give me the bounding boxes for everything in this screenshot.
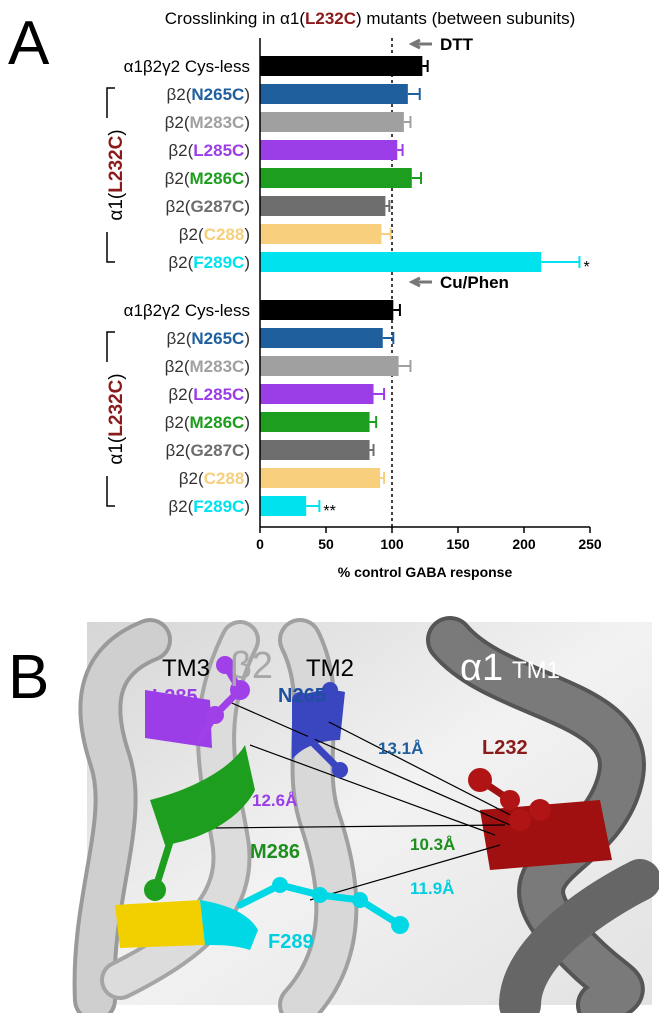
category-label: β2(F289C) (168, 253, 250, 272)
category-label: β2(M283C) (165, 113, 250, 132)
category-label: α1β2γ2 Cys-less (124, 301, 250, 320)
label: α1 (460, 647, 503, 689)
category-label: β2(G287C) (166, 441, 250, 460)
chart-title: Crosslinking in α1(L232C) mutants (betwe… (165, 9, 575, 28)
bar (260, 384, 374, 404)
bar (260, 196, 386, 216)
arrow (408, 38, 432, 50)
category-label: β2(M286C) (165, 413, 250, 432)
label: L285 (152, 686, 198, 708)
side-label: α1(L232C) (106, 373, 127, 464)
bracket (106, 232, 115, 263)
structure-image (72, 616, 659, 1018)
bar (260, 300, 394, 320)
distance: 13.1Å (378, 739, 423, 758)
side-label: α1(L232C) (106, 129, 127, 220)
x-tick-label: 0 (256, 536, 264, 552)
distance: 10.3Å (410, 835, 455, 854)
distance: 11.9Å (410, 879, 454, 898)
category-label: β2(L285C) (168, 141, 250, 160)
condition-label: DTT (440, 35, 474, 54)
bar (260, 328, 383, 348)
bracket (106, 87, 115, 118)
category-label: β2(N265C) (167, 329, 251, 348)
bracket (106, 331, 115, 362)
x-tick-label: 200 (512, 536, 536, 552)
label: TM1 (512, 657, 560, 684)
category-label: β2(N265C) (167, 85, 251, 104)
label: L232 (482, 737, 528, 759)
arrow (408, 276, 432, 288)
condition-label: Cu/Phen (440, 273, 509, 292)
x-tick-label: 150 (446, 536, 470, 552)
bar (260, 224, 382, 244)
structure-labels: β2 TM3 TM2 α1 TM1 N265 L285 L232 M286 F2… (152, 645, 560, 953)
category-label: β2(L285C) (168, 385, 250, 404)
significance-mark: ** (323, 503, 335, 520)
label: F289 (268, 931, 314, 953)
bar (260, 140, 398, 160)
bar (260, 56, 423, 76)
x-tick-label: 100 (380, 536, 404, 552)
bar (260, 496, 307, 516)
panel-letter: B (8, 643, 49, 712)
bar (260, 84, 408, 104)
category-label: β2(M286C) (165, 169, 250, 188)
distance: 12.6Å (252, 791, 297, 810)
x-axis-label: % control GABA response (338, 564, 513, 580)
bar (260, 412, 370, 432)
bar (260, 356, 399, 376)
panel-letter: A (8, 9, 50, 78)
bar (260, 252, 542, 272)
significance-mark: * (583, 259, 589, 276)
category-label: β2(F289C) (168, 497, 250, 516)
x-tick-label: 250 (578, 536, 602, 552)
category-label: β2(G287C) (166, 197, 250, 216)
category-label: β2(C288) (179, 225, 250, 244)
bar (260, 112, 404, 132)
category-label: β2(C288) (179, 469, 250, 488)
x-tick-label: 50 (318, 536, 334, 552)
label: β2 (230, 645, 273, 687)
category-label: β2(M283C) (165, 357, 250, 376)
bar (260, 168, 412, 188)
category-label: α1β2γ2 Cys-less (124, 57, 250, 76)
bracket (106, 476, 115, 507)
label: TM2 (306, 655, 354, 682)
bar (260, 440, 370, 460)
label: N265 (278, 685, 326, 707)
label: M286 (250, 841, 300, 863)
bar (260, 468, 381, 488)
label: TM3 (162, 655, 210, 682)
